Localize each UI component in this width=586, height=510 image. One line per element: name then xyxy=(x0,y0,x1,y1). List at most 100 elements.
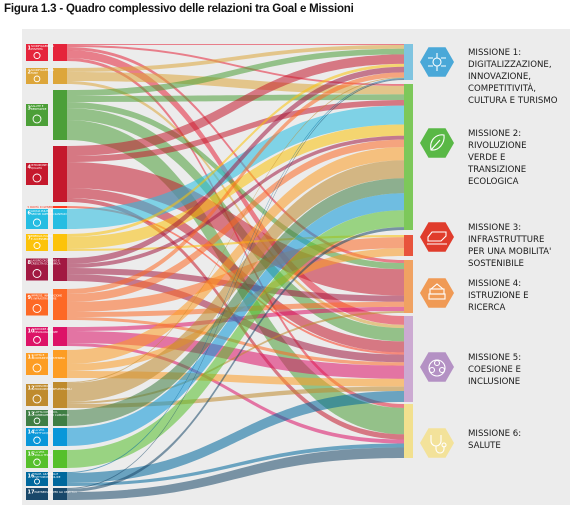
goal-number: 14 xyxy=(28,430,35,436)
goal-label-2: CAMBIAMENTO CLIMATICO xyxy=(35,413,69,417)
cubes-icon xyxy=(32,304,42,313)
mission-label-line: MISSIONE 4: xyxy=(468,279,521,289)
goal-label-2: SULLA TERRA xyxy=(35,453,53,457)
goal-number: 7 xyxy=(28,236,32,242)
goal-number: 2 xyxy=(28,70,32,76)
goal-label-2: BENESSERE xyxy=(31,107,47,111)
link-g9-m2 xyxy=(67,139,404,302)
mission-bar-6 xyxy=(404,404,413,458)
mission-label-line: INFRASTRUTTURE xyxy=(468,235,544,245)
goal-number: 17 xyxy=(28,490,35,496)
goal-number: 4 xyxy=(28,165,32,171)
mission-label-line: TRANSIZIONE xyxy=(467,165,526,175)
goal-label: LOTTA CONTRO IL xyxy=(35,410,59,414)
goal-label-2: ISTITUZIONI SOLIDE xyxy=(35,475,61,479)
eye-icon xyxy=(33,417,41,425)
train-icon xyxy=(427,231,447,245)
mission-label-line: MISSIONE 2: xyxy=(468,129,521,139)
goal-label: ISTRUZIONE DI xyxy=(31,163,51,167)
mission-label-line: SALUTE xyxy=(468,441,501,451)
goal-label: CITTÀ E xyxy=(35,352,45,357)
link-g10-m6 xyxy=(67,343,404,444)
link-g16-m6 xyxy=(67,443,404,486)
mission-label-line: DIGITALIZZAZIONE, xyxy=(468,60,552,70)
goal-bar-15 xyxy=(53,450,67,468)
goal-label-2: SOTT'ACQUA xyxy=(35,431,52,435)
goal-17: 17 PARTNERSHIP PER GLI OBIETTIVI xyxy=(26,488,77,500)
mission-label-line: COMPETITIVITÀ, xyxy=(468,82,536,94)
goal-label: IMPRESE, INNOVAZIONE xyxy=(31,294,62,298)
link-g12-m2 xyxy=(67,160,404,402)
mission-label-line: ECOLOGICA xyxy=(468,177,519,187)
people-icon xyxy=(428,359,446,377)
goal-bar-8 xyxy=(53,258,67,281)
goal-label: LA VITA xyxy=(35,450,45,454)
link-g1-m2 xyxy=(67,45,404,86)
mission-3: MISSIONE 3: INFRASTRUTTURE PER UNA MOBILIT… xyxy=(404,222,551,269)
book-icon xyxy=(32,173,42,183)
link-g12-m5 xyxy=(67,386,404,408)
mission-hexagon xyxy=(420,428,454,458)
sun-icon xyxy=(33,242,41,250)
link-g17-m1 xyxy=(67,79,404,489)
tree-icon xyxy=(33,458,41,466)
goal-bar-9 xyxy=(53,289,67,320)
link-g4-m2 xyxy=(67,100,404,162)
link-g1-m4 xyxy=(67,47,404,264)
goal-label-2: DISUGUAGLIANZE xyxy=(35,330,59,334)
goal-label: LAVORO DIGNITOSO E xyxy=(31,259,60,263)
mission-hexagon xyxy=(420,222,454,252)
goal-label: ENERGIA PULITA xyxy=(31,234,52,238)
goal-label: CONSUMO E xyxy=(35,384,51,388)
mission-label-line: SOSTENIBILE xyxy=(468,259,524,269)
goal-number: 9 xyxy=(28,295,32,301)
mission-bar-4 xyxy=(404,260,413,313)
mission-label-line: MISSIONE 6: xyxy=(468,429,521,439)
person-icon xyxy=(33,52,41,60)
mission-label-line: RICERCA xyxy=(468,303,505,313)
goal-bar-14 xyxy=(53,428,67,446)
mission-label-line: INNOVAZIONE, xyxy=(468,72,531,82)
goal-label-2: FAME xyxy=(31,71,38,75)
mission-label-line: ISTRUZIONE E xyxy=(468,291,529,301)
water-icon xyxy=(32,218,42,227)
links-layer xyxy=(67,44,404,500)
goal-bar-16 xyxy=(53,472,67,486)
goal-label-2: QUALITÀ xyxy=(31,165,42,170)
goal-number: 1 xyxy=(28,46,32,52)
mission-bar-2 xyxy=(404,84,413,230)
mission-label-line: CULTURA E TURISMO xyxy=(468,96,558,106)
link-g13-m2 xyxy=(67,178,404,426)
mission-label-line: MISSIONE 1: xyxy=(468,48,521,58)
books-icon xyxy=(428,283,446,300)
link-g10-m5 xyxy=(67,331,404,379)
heartbeat-icon xyxy=(32,114,42,124)
link-g16-m1 xyxy=(67,78,404,474)
goal-bar-10 xyxy=(53,327,67,346)
link-g2-m5 xyxy=(67,81,404,329)
equal-icon xyxy=(33,336,41,344)
link-g8-m2 xyxy=(67,135,404,268)
link-g12-m4 xyxy=(67,310,404,404)
goal-bar-2 xyxy=(53,68,67,84)
goal-number: 8 xyxy=(28,260,32,266)
mission-label-line: INCLUSIONE xyxy=(468,377,520,387)
link-g7-m3 xyxy=(67,235,404,251)
goal-bar-1 xyxy=(53,44,67,61)
link-g7-m2 xyxy=(67,124,404,249)
link-g4-m1 xyxy=(67,54,404,156)
mission-hexagon xyxy=(420,278,454,308)
mission-label-line: COESIONE E xyxy=(468,365,521,375)
